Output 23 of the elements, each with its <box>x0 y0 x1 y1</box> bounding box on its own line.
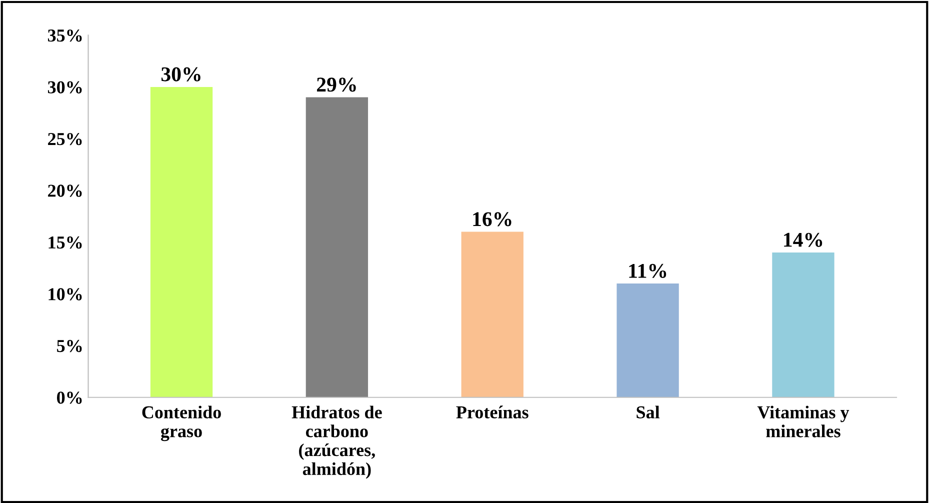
y-tick-label: 20% <box>48 184 82 197</box>
data-label: 14% <box>784 232 822 247</box>
y-tick-label: 0% <box>57 392 82 404</box>
bar <box>150 86 213 398</box>
y-tick-label: 25% <box>48 132 82 146</box>
bar <box>772 252 834 398</box>
bar <box>306 97 368 398</box>
y-tick-label: 5% <box>57 340 82 352</box>
y-tick-label: 35% <box>48 29 82 42</box>
x-tick-label: Vitaminas y minerales <box>757 406 850 438</box>
y-tick-label: 10% <box>48 288 82 300</box>
bar <box>461 232 524 398</box>
bar <box>616 284 679 398</box>
x-tick-label: Hidratos de carbono (azúcares, almidón) <box>292 406 382 479</box>
data-label: 16% <box>473 212 512 226</box>
y-tick-label: 15% <box>48 236 82 249</box>
y-tick-label: 30% <box>48 81 82 94</box>
x-tick-label: Proteínas <box>456 406 528 418</box>
data-label: 30% <box>161 67 200 82</box>
data-label: 29% <box>316 78 356 92</box>
data-label: 11% <box>629 264 666 278</box>
x-tick-label: Sal <box>636 406 660 418</box>
x-tick-label: Contenido graso <box>142 406 221 442</box>
